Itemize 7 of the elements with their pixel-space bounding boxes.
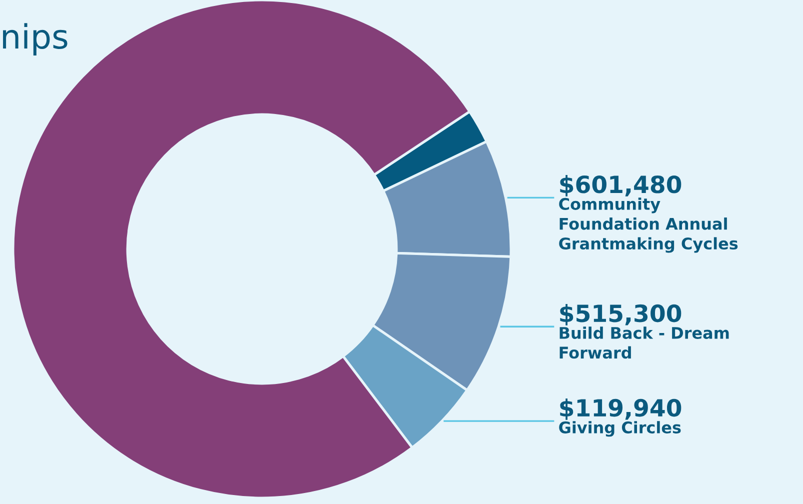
text: $515,300 [560, 304, 682, 326]
text: $119,940 [560, 398, 682, 420]
text: nips [3, 23, 68, 56]
text: $601,480 [560, 175, 682, 196]
slice-label: Build Back - Dream Forward [560, 326, 729, 359]
slice-label: Community Foundation Annual Grantmaking Cycles [559, 198, 738, 253]
slice-label: Giving Circles [559, 421, 681, 437]
